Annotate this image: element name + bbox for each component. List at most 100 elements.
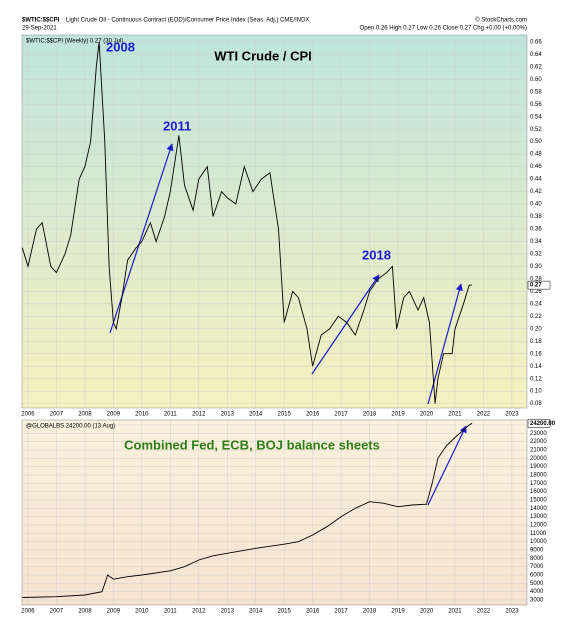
arrow [311,274,380,375]
y-tick-label: 20000 [530,456,547,462]
y-tick-label: 0.40 [530,202,542,208]
x-tick-label: 2009 [107,412,121,418]
y-tick-label: 21000 [530,448,547,454]
y-tick-label: 0.64 [530,52,542,58]
y-tick-label: 13000 [530,514,547,520]
y-tick-label: 18000 [530,473,547,479]
y-tick-label: 8000 [530,556,544,562]
x-tick-label: 2020 [420,412,434,418]
x-tick-label: 2017 [334,412,348,418]
x-tick-label: 2006 [21,609,35,615]
y-tick-label: 0.30 [530,264,542,270]
y-tick-label: 0.52 [530,127,542,133]
y-tick-label: 23000 [530,431,547,437]
annotation: 2008 [106,39,135,54]
y-tick-label: 0.62 [530,64,542,70]
x-tick-label: 2013 [221,412,235,418]
y-tick-label: 0.32 [530,252,542,258]
annotation: 2011 [163,118,191,133]
x-tick-label: 2008 [78,412,92,418]
x-tick-label: 2020 [420,609,434,615]
panel-title: Combined Fed, ECB, BOJ balance sheets [124,437,380,452]
y-tick-label: 0.38 [530,214,542,220]
x-tick-label: 2021 [448,609,462,615]
y-tick-label: 7000 [530,564,544,570]
ohlc: Open 0.26 High 0.27 Low 0.26 Close 0.27 … [360,26,527,32]
panel-bg [21,34,528,409]
x-tick-label: 2012 [192,412,206,418]
x-tick-label: 2007 [50,412,64,418]
last-value-box [527,419,551,428]
y-tick-label: 0.20 [530,326,542,332]
y-tick-label: 0.08 [530,401,542,407]
x-tick-label: 2018 [363,609,377,615]
x-tick-label: 2023 [505,412,519,418]
legend: @GLOBALBS 24200.00 (13 Aug) [26,424,115,430]
x-tick-label: 2009 [107,609,121,615]
credit: © StockCharts.com [475,17,527,24]
y-tick-label: 15000 [530,498,547,504]
y-tick-label: 0.24 [530,301,542,307]
y-tick-label: 0.26 [530,289,542,295]
y-tick-label: 11000 [530,531,547,537]
x-tick-label: 2019 [391,609,405,615]
y-tick-label: 3000 [530,598,544,604]
y-tick-label: 0.18 [530,339,542,345]
y-tick-label: 0.54 [530,114,542,120]
x-tick-label: 2013 [221,609,235,615]
y-tick-label: 0.12 [530,376,542,382]
x-tick-label: 2022 [477,412,491,418]
x-tick-label: 2022 [477,609,491,615]
x-tick-label: 2011 [164,609,178,615]
x-tick-label: 2010 [135,412,149,418]
arrow [427,425,467,506]
header-symbol: $WTIC:$$CPI [22,18,60,24]
arrow [109,143,174,334]
x-tick-label: 2018 [363,412,377,418]
y-tick-label: 0.10 [530,389,542,395]
x-tick-label: 2016 [306,609,320,615]
x-tick-label: 2017 [334,609,348,615]
y-tick-label: 22000 [530,439,547,445]
panel-title: WTI Crude / CPI [214,48,312,63]
x-tick-label: 2021 [448,412,462,418]
line [21,41,473,404]
y-tick-label: 0.56 [530,102,542,108]
x-tick-label: 2012 [192,609,206,615]
legend: $WTIC:$$CPI (Weekly) 0.27 (30 Jul) [26,39,123,45]
y-tick-label: 0.58 [530,89,542,95]
y-tick-label: 0.46 [530,164,542,170]
y-tick-label: 9000 [530,548,544,554]
annotation: 2018 [362,247,391,262]
y-tick-label: 0.14 [530,364,542,370]
x-tick-label: 2015 [277,412,291,418]
x-tick-label: 2023 [505,609,519,615]
line [22,422,473,598]
y-tick-label: 0.34 [530,239,542,245]
x-tick-label: 2010 [135,609,149,615]
y-tick-label: 0.44 [530,177,542,183]
y-tick-label: 16000 [530,489,547,495]
y-tick-label: 4000 [530,589,544,595]
y-tick-label: 0.28 [530,276,542,282]
y-tick-label: 19000 [530,464,547,470]
y-tick-label: 17000 [530,481,547,487]
y-tick-label: 0.66 [530,39,542,45]
x-tick-label: 2014 [249,412,263,418]
x-tick-label: 2008 [78,609,92,615]
x-tick-label: 2016 [306,412,320,418]
last-value-box [527,280,551,290]
header-date: 29-Sep-2021 [22,26,57,32]
x-tick-label: 2015 [277,609,291,615]
y-tick-label: 0.60 [530,77,542,83]
y-tick-label: 0.36 [530,227,542,233]
y-tick-label: 0.22 [530,314,542,320]
x-tick-label: 2007 [50,609,64,615]
y-tick-label: 0.42 [530,189,542,195]
y-tick-label: 12000 [530,523,547,529]
y-tick-label: 14000 [530,506,547,512]
x-tick-label: 2014 [249,609,263,615]
header-description: Light Crude Oil - Continuous Contract (E… [66,18,309,24]
last-value-label: 24200.00 [530,421,556,427]
